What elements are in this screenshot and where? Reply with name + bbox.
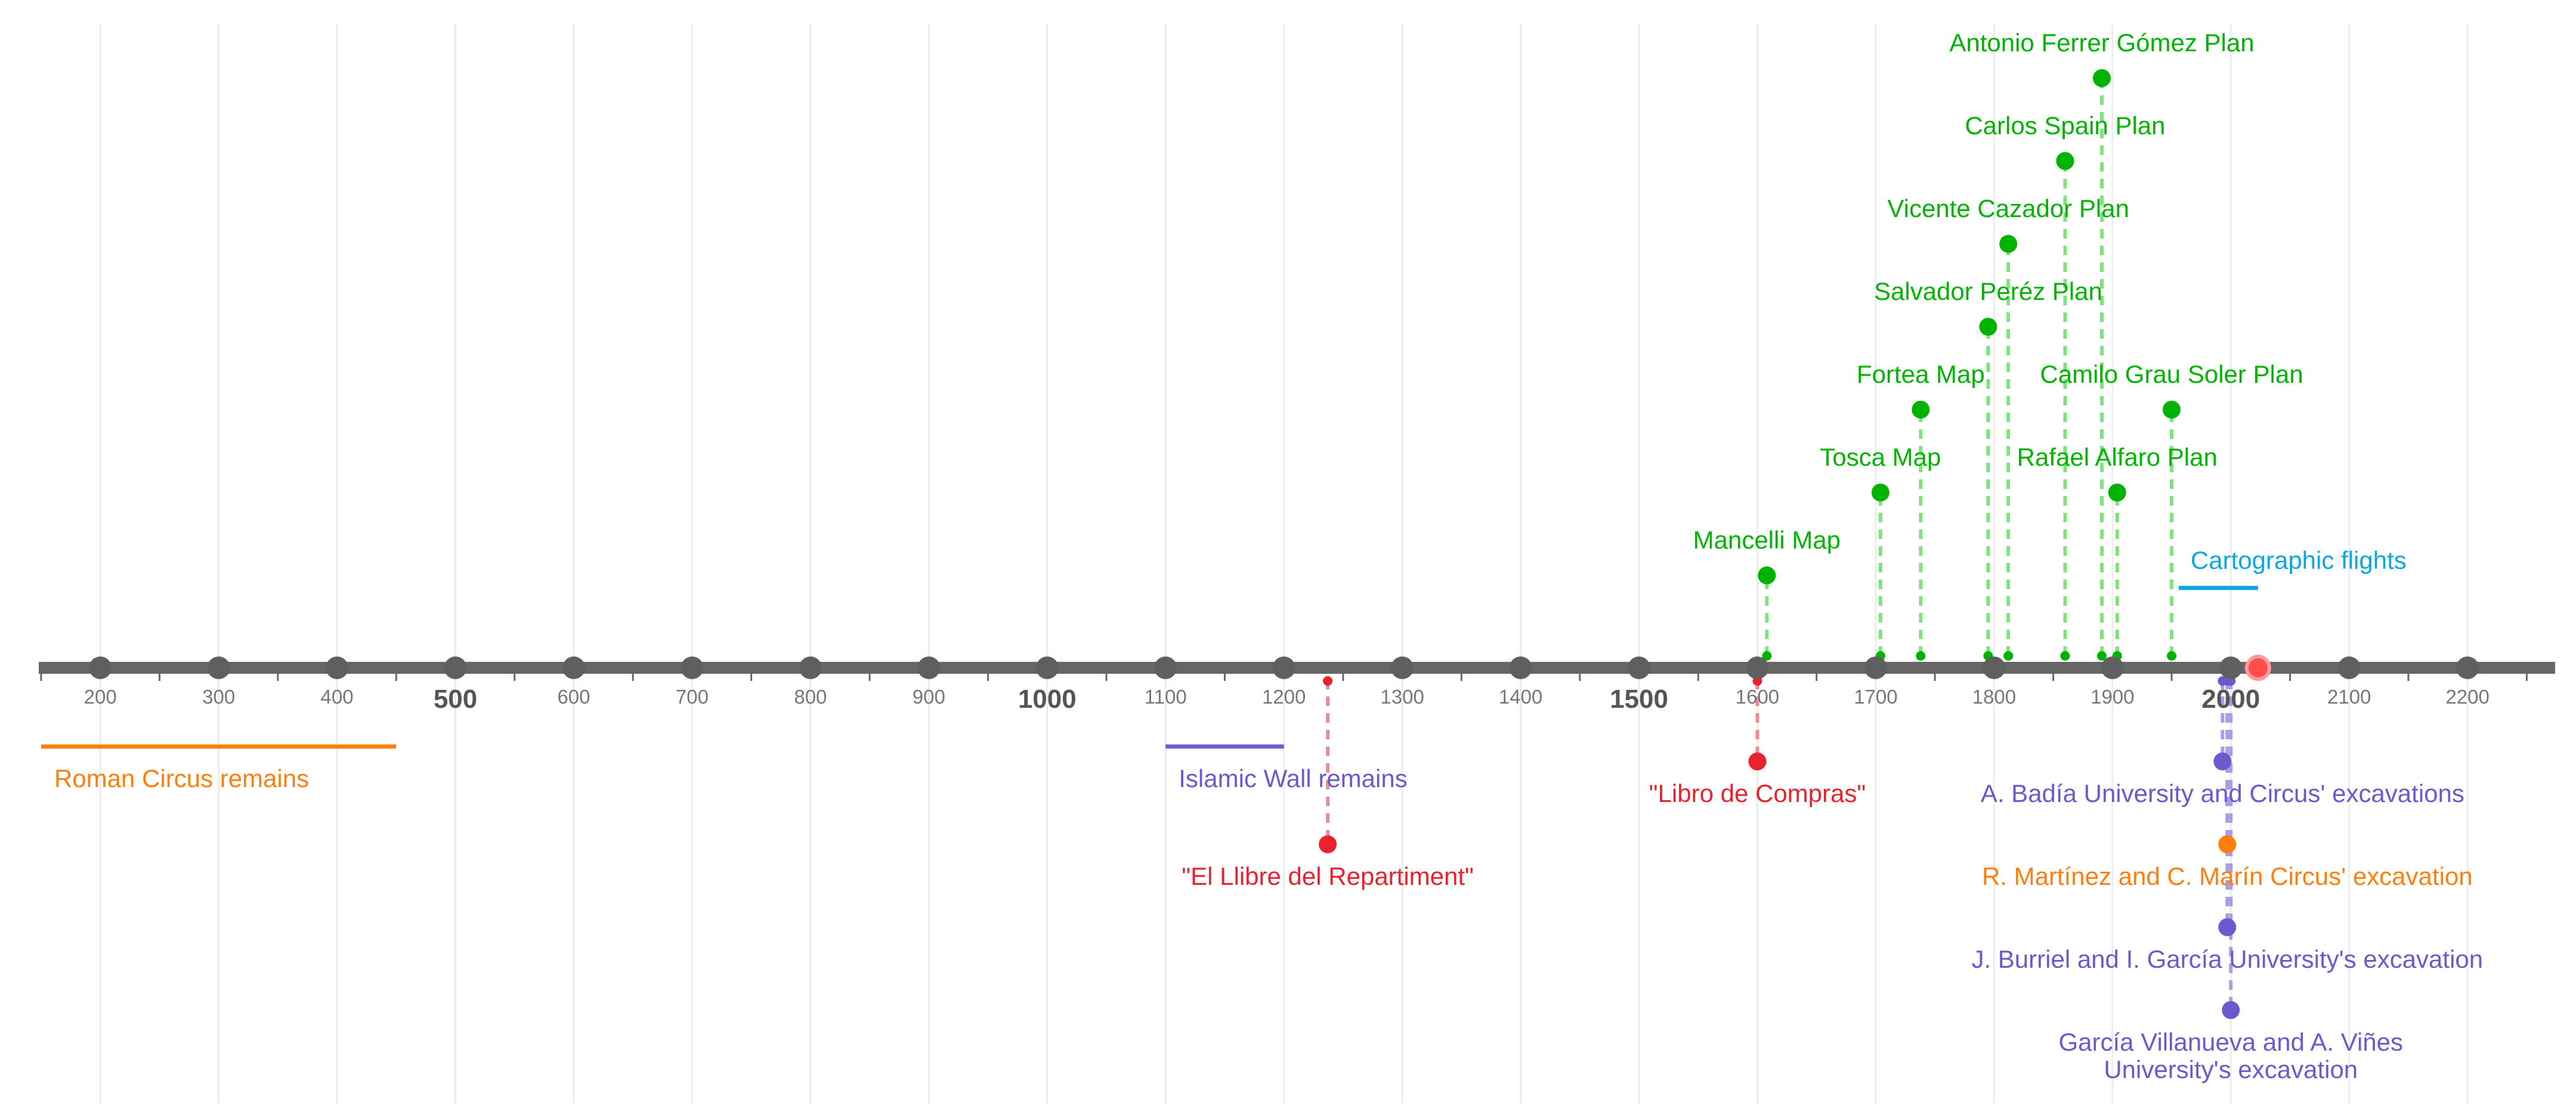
tick-dot-2200 [2456, 656, 2479, 679]
event-stems [1323, 78, 2236, 1010]
tick-dot-1400 [1509, 656, 1532, 679]
event-anchor-0 [1762, 651, 1772, 661]
tick-label-300: 300 [202, 686, 235, 708]
event-dot-4 [1999, 235, 2018, 253]
tick-dot-2000 [2219, 656, 2243, 679]
event-anchor-5 [2060, 651, 2070, 661]
event-label-10: "Libro de Compras" [1649, 779, 1866, 807]
tick-dot-1000 [1035, 656, 1059, 679]
tick-label-2000: 2000 [2201, 685, 2260, 714]
event-dot-9 [1319, 835, 1337, 853]
tick-dot-900 [917, 656, 941, 679]
tick-label-800: 800 [794, 686, 827, 708]
event-dot-12 [2218, 835, 2237, 853]
tick-dot-300 [207, 656, 230, 679]
event-anchor-4 [2003, 651, 2014, 661]
tick-dot-2100 [2337, 656, 2361, 679]
tick-label-1400: 1400 [1499, 686, 1542, 708]
tick-label-2100: 2100 [2327, 686, 2371, 708]
tick-dot-1500 [1628, 656, 1651, 679]
tick-dot-1300 [1391, 656, 1414, 679]
range-label-1: Islamic Wall remains [1179, 764, 1408, 792]
range-label-0: Roman Circus remains [54, 764, 309, 792]
event-anchor-6 [2096, 651, 2107, 661]
event-anchor-2 [1916, 651, 1926, 661]
event-dot-10 [1748, 752, 1767, 770]
tick-dot-200 [89, 656, 112, 679]
tick-label-2200: 2200 [2445, 686, 2489, 708]
tick-dot-1900 [2101, 656, 2124, 679]
tick-label-1600: 1600 [1736, 686, 1779, 708]
event-label-2: Fortea Map [1857, 360, 1985, 388]
tick-label-1300: 1300 [1380, 686, 1424, 708]
tick-label-600: 600 [557, 686, 590, 708]
event-label-9: "El Llibre del Repartiment" [1182, 862, 1474, 890]
event-label-13: J. Burriel and I. García University's ex… [1971, 945, 2483, 973]
tick-label-700: 700 [676, 686, 709, 708]
event-label-14: García Villanueva and A. Viñes University… [2059, 1028, 2404, 1083]
event-label-4: Vicente Cazador Plan [1887, 194, 2129, 222]
event-label-12: R. Martínez and C. Marín Circus' excavat… [1982, 862, 2473, 890]
tick-label-200: 200 [84, 686, 117, 708]
event-label-3: Salvador Peréz Plan [1874, 277, 2102, 305]
tick-label-1100: 1100 [1145, 686, 1187, 708]
tick-dot-1200 [1272, 656, 1295, 679]
event-dot-11 [2213, 752, 2232, 770]
event-anchor-8 [2167, 651, 2177, 661]
tick-dot-1800 [1983, 656, 2006, 679]
event-dot-3 [1979, 318, 1997, 336]
period-ranges: Roman Circus remains Islamic Wall remains… [41, 546, 2407, 792]
tick-dot-1600 [1746, 656, 1769, 679]
tick-dot-1700 [1864, 656, 1887, 679]
tick-label-1800: 1800 [1972, 686, 2016, 708]
tick-dot-400 [326, 656, 349, 679]
range-label-2: Cartographic flights [2191, 546, 2407, 574]
event-dot-6 [2092, 69, 2111, 87]
tick-label-1900: 1900 [2091, 686, 2134, 708]
event-dot-8 [2163, 401, 2181, 419]
tick-label-1700: 1700 [1854, 686, 1897, 708]
axis-ticks: 200 300 400 500 600 700 800 900 1000 1100 1200 1300… [40, 655, 2528, 714]
tick-dot-1100 [1154, 656, 1177, 679]
present-day-marker [2244, 655, 2271, 681]
tick-dot-700 [681, 656, 704, 679]
tick-label-500: 500 [434, 685, 477, 714]
event-dot-7 [2108, 484, 2126, 501]
tick-label-1200: 1200 [1262, 686, 1306, 708]
event-markers: Mancelli Map Tosca Map Fortea Map Salvador … [1182, 29, 2483, 1083]
event-dot-2 [1912, 401, 1930, 419]
event-dot-5 [2056, 152, 2074, 170]
event-label-0: Mancelli Map [1693, 526, 1841, 554]
event-dot-0 [1758, 566, 1776, 584]
event-label-6: Antonio Ferrer Gómez Plan [1949, 29, 2254, 57]
tick-label-1000: 1000 [1018, 685, 1077, 714]
event-label-5: Carlos Spain Plan [1965, 112, 2165, 140]
event-dot-1 [1871, 484, 1890, 501]
tick-label-400: 400 [321, 686, 354, 708]
event-label-1: Tosca Map [1820, 443, 1941, 471]
event-anchor-9 [1323, 676, 1333, 686]
event-dot-13 [2218, 918, 2237, 936]
tick-dot-500 [444, 656, 467, 679]
event-label-7: Rafael Alfaro Plan [2017, 443, 2218, 471]
event-label-8: Camilo Grau Soler Plan [2040, 360, 2303, 388]
tick-dot-600 [562, 656, 585, 679]
tick-label-900: 900 [913, 686, 945, 708]
tick-label-1500: 1500 [1610, 685, 1668, 714]
event-dot-14 [2222, 1001, 2240, 1019]
tick-dot-800 [799, 656, 822, 679]
event-label-11: A. Badía University and Circus' excavati… [1981, 779, 2464, 807]
gridlines [99, 24, 2469, 1103]
